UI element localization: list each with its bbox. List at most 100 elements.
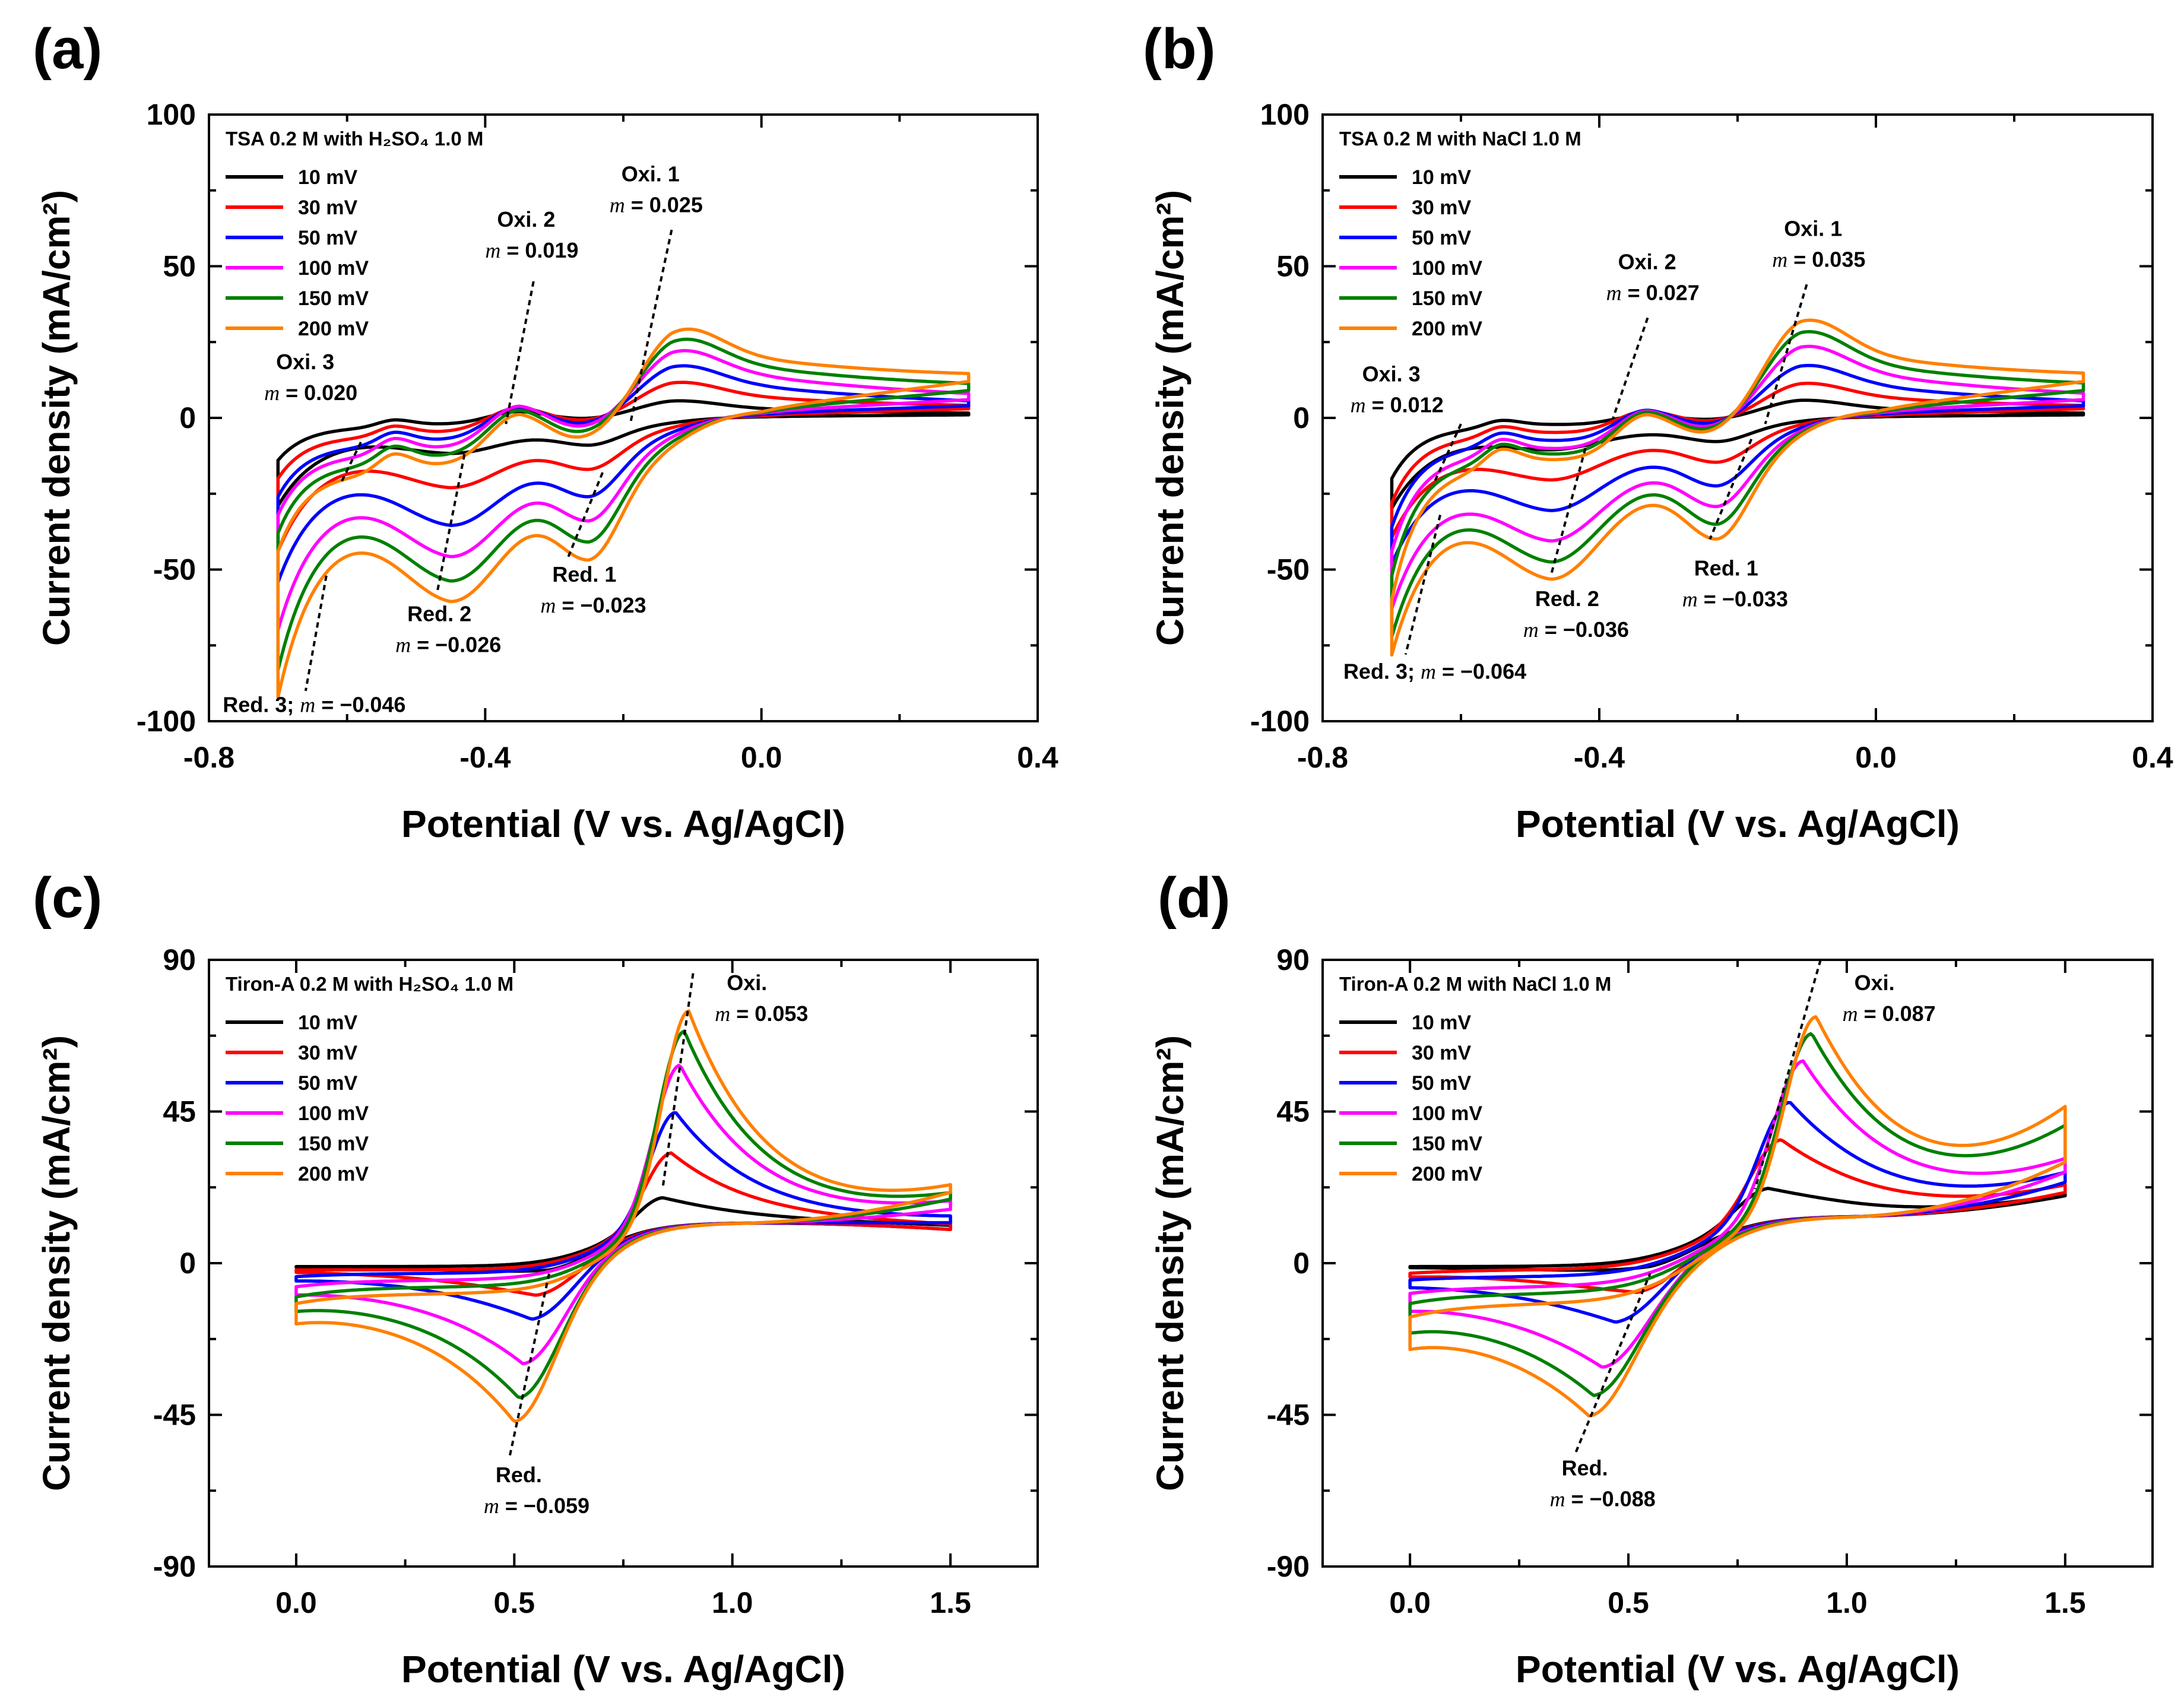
annotation-slope: m = −0.026 — [395, 632, 501, 657]
x-axis-title: Potential (V vs. Ag/AgCl) — [401, 803, 845, 845]
annotation-label: Red. — [1562, 1456, 1608, 1480]
x-tick-label: -0.8 — [1297, 741, 1348, 774]
peak-annotation: Oxi. m = 0.053 — [661, 971, 808, 1190]
panel-a: (a) -0.8 -0.4 0.0 0.4 -100 -50 0 50 100 Potential … — [33, 17, 1058, 845]
annotation-slope: m = 0.027 — [1606, 281, 1700, 305]
annotation-slope: m = 0.019 — [485, 238, 578, 262]
series-line-30-mv — [1408, 1138, 2067, 1294]
panel-label: (b) — [1143, 17, 1216, 81]
peak-annotation: Oxi. 1 m = 0.035 — [1764, 216, 1865, 424]
peak-annotation: Red. m = −0.059 — [484, 1273, 589, 1518]
annotation-label: Red. 2 — [1535, 586, 1599, 611]
x-tick-label: -0.8 — [183, 741, 234, 774]
legend-entry: 150 mV — [1339, 1133, 1482, 1155]
y-tick-label: -100 — [137, 705, 196, 738]
peak-annotation: Red. 2 m = −0.026 — [395, 454, 501, 657]
y-tick-label: 100 — [1260, 98, 1310, 131]
legend-entry: 10 mV — [226, 1011, 357, 1034]
annotation-slope: m = 0.020 — [264, 380, 357, 405]
y-tick-label: -90 — [1267, 1550, 1310, 1583]
series-line-100-mv — [276, 349, 971, 632]
legend-label: 10 mV — [1412, 1011, 1471, 1034]
annotation-label: Oxi. 3 — [1362, 362, 1421, 386]
legend-entry: 150 mV — [226, 287, 369, 310]
x-tick-label: 0.5 — [1608, 1586, 1649, 1619]
y-tick-label: 50 — [163, 250, 196, 283]
legend-entry: 200 mV — [1339, 1163, 1482, 1185]
panel-label: (d) — [1158, 866, 1231, 930]
legend-label: 50 mV — [298, 1072, 357, 1095]
y-tick-label: -100 — [1250, 705, 1310, 738]
legend-entry: 50 mV — [1339, 1072, 1471, 1095]
legend-label: 30 mV — [1412, 1042, 1471, 1064]
legend-entry: 10 mV — [226, 166, 357, 189]
y-tick-label: 45 — [1276, 1095, 1310, 1128]
annotation-label: Red. — [496, 1463, 542, 1487]
series-line-200-mv — [276, 327, 971, 699]
annotation-label: Oxi. 1 — [622, 161, 680, 186]
peak-annotation: Red. 1 m = −0.023 — [540, 472, 646, 617]
plot-area — [1390, 318, 2085, 657]
series-line-200-mv — [1390, 318, 2085, 657]
y-tick-label: 90 — [163, 943, 196, 976]
y-axis-title: Current density (mA/cm²) — [1149, 1035, 1191, 1491]
legend-label: 200 mV — [298, 1163, 369, 1185]
legend-label: 100 mV — [1412, 257, 1482, 280]
series-line-50-mv — [1390, 363, 2085, 566]
series-line-30-mv — [276, 380, 971, 553]
legend-label: 30 mV — [298, 1042, 357, 1064]
legend-entry: 30 mV — [1339, 196, 1471, 219]
slope-guide-line — [339, 442, 362, 486]
annotation-text: Red. 3; m = −0.064 — [1343, 659, 1526, 683]
x-tick-label: -0.4 — [459, 741, 511, 774]
panel-label: (c) — [33, 866, 102, 930]
annotation-slope: m = −0.088 — [1550, 1487, 1656, 1511]
slope-guide-line — [629, 229, 673, 424]
plot-area — [294, 1009, 952, 1423]
series-line-150-mv — [1390, 330, 2085, 639]
x-tick-label: 1.0 — [1826, 1586, 1868, 1619]
y-tick-label: -50 — [1267, 553, 1310, 586]
slope-guide-line — [1404, 515, 1441, 655]
legend-entry: 150 mV — [1339, 287, 1482, 310]
series-line-50-mv — [1408, 1101, 2067, 1324]
legend-entry: 10 mV — [1339, 166, 1471, 189]
x-tick-label: 0.4 — [1017, 741, 1058, 774]
legend-title: Tiron-A 0.2 M with NaCl 1.0 M — [1339, 973, 1611, 995]
legend-entry: 50 mV — [226, 1072, 357, 1095]
x-tick-label: 0.0 — [1855, 741, 1897, 774]
legend-entry: 50 mV — [226, 227, 357, 249]
slope-guide-line — [509, 1273, 551, 1456]
legend-entry: 100 mV — [226, 257, 369, 280]
annotation-label: Red. 1 — [1694, 556, 1758, 581]
legend-entry: 30 mV — [226, 196, 357, 219]
x-tick-label: -0.4 — [1574, 741, 1625, 774]
legend-label: 150 mV — [298, 287, 369, 310]
panel-label: (a) — [33, 17, 102, 81]
annotation-slope: m = −0.023 — [540, 593, 646, 617]
annotation-label: Oxi. 2 — [1618, 250, 1676, 274]
legend-entry: 30 mV — [226, 1042, 357, 1064]
legend-entry: 100 mV — [226, 1102, 369, 1125]
x-tick-label: 1.0 — [712, 1586, 753, 1619]
legend-title: Tiron-A 0.2 M with H₂SO₄ 1.0 M — [226, 973, 513, 995]
y-tick-label: -90 — [153, 1550, 196, 1583]
slope-guide-line — [1764, 284, 1808, 424]
panel-c: (c) 0.0 0.5 1.0 1.5 -90 -45 0 45 90 Potential (V v… — [33, 866, 1039, 1691]
legend-label: 200 mV — [1412, 318, 1482, 340]
series-line-200-mv — [1408, 1015, 2067, 1418]
x-axis-title: Potential (V vs. Ag/AgCl) — [401, 1648, 845, 1691]
peak-annotation: Oxi. 3 m = 0.012 — [1351, 362, 1462, 486]
annotation-slope: m = 0.012 — [1351, 393, 1444, 417]
slope-guide-line — [435, 454, 466, 594]
legend-label: 50 mV — [1412, 227, 1471, 249]
peak-annotation: Oxi. 3 m = 0.020 — [264, 350, 362, 486]
panel-d: (d) 0.0 0.5 1.0 1.5 -90 -45 0 45 90 Potential (V v… — [1149, 866, 2154, 1691]
y-tick-label: -45 — [153, 1399, 196, 1432]
peak-annotation: Red. 2 m = −0.036 — [1523, 448, 1629, 642]
plot-area — [276, 327, 971, 699]
peak-annotation: Red. 3; m = −0.046 — [223, 575, 405, 717]
annotation-label: Red. 2 — [407, 601, 471, 626]
slope-guide-line — [304, 575, 328, 692]
